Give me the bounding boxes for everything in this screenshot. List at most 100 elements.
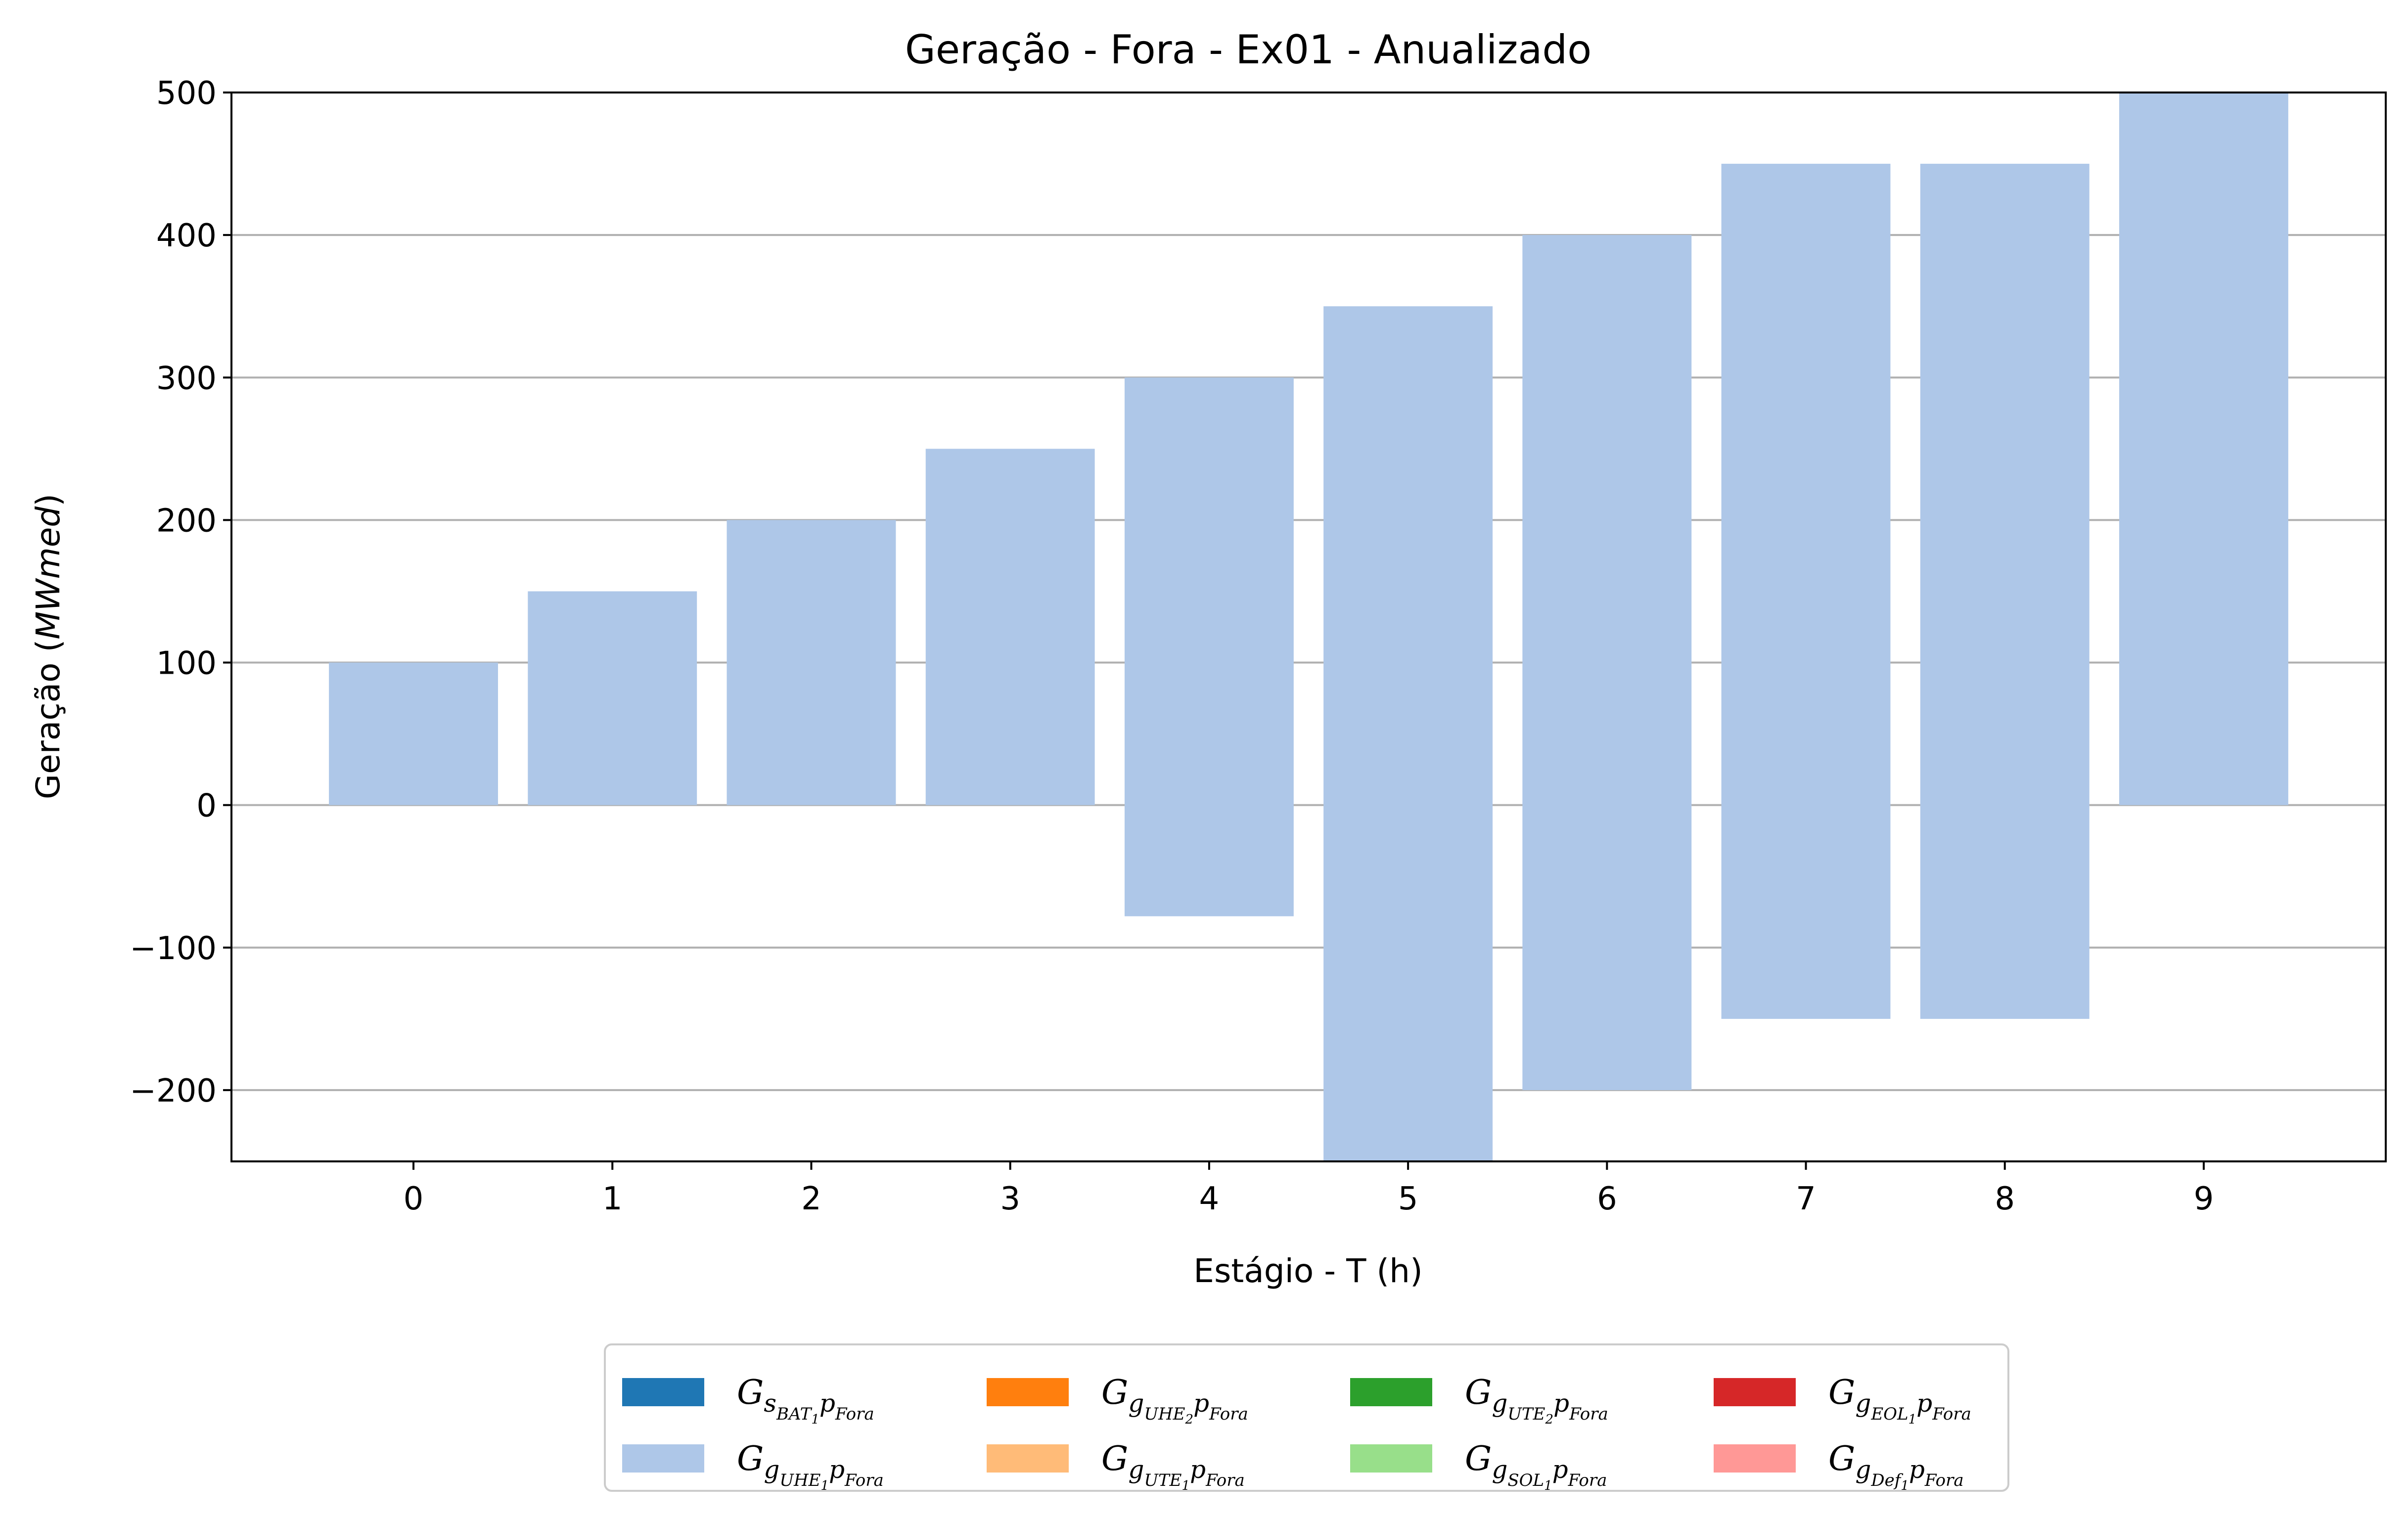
legend-label-part: g: [1128, 1389, 1144, 1418]
legend-label-part: Fora: [1932, 1404, 1971, 1424]
legend-swatch: [622, 1378, 704, 1406]
legend-label-part: Fora: [835, 1404, 874, 1424]
legend-label-part: p: [1553, 1389, 1569, 1418]
y-tick-label: 100: [156, 645, 217, 682]
legend-swatch: [987, 1378, 1069, 1406]
legend-label-part: 1: [1901, 1478, 1909, 1493]
legend-label: GgDef1pFora: [1828, 1439, 1964, 1493]
legend-label-part: Fora: [1569, 1404, 1608, 1424]
legend-label-part: 1: [820, 1478, 829, 1493]
legend-label-part: 1: [1544, 1478, 1552, 1493]
legend-label-part: Fora: [1205, 1471, 1245, 1490]
legend-entries: GsBAT1pForaGgUHE1pForaGgUHE2pForaGgUTE1p…: [622, 1373, 1971, 1493]
bar: [329, 662, 498, 805]
legend-label: GgUHE2pFora: [1101, 1373, 1248, 1427]
legend-label-part: 2: [1545, 1412, 1554, 1427]
legend-label: GgEOL1pFora: [1828, 1373, 1971, 1427]
legend-swatch: [1714, 1378, 1796, 1406]
plot-frame: [230, 92, 2387, 1162]
chart-title: Geração - Fora - Ex01 - Anualizado: [905, 27, 1591, 73]
legend-label-part: G: [1101, 1439, 1128, 1478]
legend-swatch: [622, 1444, 704, 1473]
legend-label-part: UHE: [779, 1471, 820, 1490]
legend-label-part: G: [1465, 1439, 1492, 1478]
y-tick-label: −200: [130, 1073, 217, 1109]
legend-label-part: g: [764, 1455, 779, 1484]
y-axis-title-close: ): [29, 494, 67, 507]
legend-swatch: [987, 1444, 1069, 1473]
bar: [1721, 164, 1891, 1019]
x-tick-label: 2: [801, 1181, 821, 1217]
legend-label-part: p: [1909, 1455, 1925, 1484]
legend-label-part: SOL: [1507, 1471, 1544, 1490]
x-tick-label: 8: [1995, 1181, 2015, 1217]
legend-label-part: g: [1855, 1389, 1871, 1418]
legend-label-part: g: [1855, 1455, 1871, 1484]
legend-label-part: G: [1101, 1373, 1128, 1412]
legend-swatch: [1714, 1444, 1796, 1473]
legend-label-part: p: [1552, 1455, 1568, 1484]
legend-label-part: Fora: [1568, 1471, 1607, 1490]
y-tick-label: −100: [130, 930, 217, 967]
legend-label-part: p: [1193, 1389, 1209, 1418]
y-axis-title: Geração (MWmed): [29, 494, 67, 799]
legend-label-part: UTE: [1507, 1404, 1545, 1424]
bar: [2119, 92, 2288, 805]
x-tick-label: 6: [1597, 1181, 1617, 1217]
legend-label-part: s: [764, 1389, 776, 1418]
legend-label-part: Def: [1870, 1471, 1903, 1490]
x-tick-label: 5: [1398, 1181, 1418, 1217]
x-tick-label: 1: [602, 1181, 623, 1217]
legend-label-part: UHE: [1144, 1404, 1185, 1424]
x-axis-title: Estágio - T (h): [1193, 1252, 1422, 1290]
legend-label-part: p: [1916, 1389, 1932, 1418]
bar: [1920, 164, 2090, 1019]
y-tick-label: 400: [156, 218, 217, 254]
bar: [1124, 377, 1294, 917]
bar: [1323, 306, 1493, 1162]
x-tick-label: 7: [1796, 1181, 1816, 1217]
legend-label: GgSOL1pFora: [1465, 1439, 1607, 1493]
legend-label-part: 2: [1184, 1412, 1193, 1427]
legend-label-part: p: [829, 1455, 845, 1484]
y-tick-label: 200: [156, 503, 217, 539]
legend-label: GsBAT1pFora: [737, 1373, 874, 1427]
bar: [925, 449, 1095, 805]
legend-frame: [604, 1343, 2009, 1492]
legend-swatch: [1350, 1444, 1432, 1473]
y-axis-title-text: Geração (: [29, 640, 67, 799]
legend-label-part: g: [1492, 1455, 1507, 1484]
bar: [528, 591, 697, 805]
legend-label-part: Fora: [844, 1471, 884, 1490]
legend-label: GgUTE1pFora: [1101, 1439, 1245, 1493]
legend-label: GgUHE1pFora: [737, 1439, 884, 1493]
legend-label-part: p: [1190, 1455, 1206, 1484]
x-tick-label: 0: [404, 1181, 424, 1217]
legend-label-part: 1: [811, 1412, 819, 1427]
bars: [329, 92, 2288, 1162]
x-tick-label: 9: [2194, 1181, 2214, 1217]
legend-label-part: Fora: [1209, 1404, 1248, 1424]
legend-label-part: g: [1492, 1389, 1507, 1418]
y-axis-ticks: −200 −100 0 100 200 300 400 500: [130, 75, 231, 1109]
legend-label-part: G: [1465, 1373, 1492, 1412]
legend-swatch: [1350, 1378, 1432, 1406]
y-tick-label: 0: [196, 788, 217, 825]
legend-label: GgUTE2pFora: [1465, 1373, 1608, 1427]
legend-label-part: Fora: [1924, 1471, 1964, 1490]
legend-label-part: G: [1828, 1373, 1855, 1412]
legend-label-part: G: [1828, 1439, 1855, 1478]
legend-label-part: 1: [1182, 1478, 1190, 1493]
legend-label-part: EOL: [1870, 1404, 1908, 1424]
legend-label-part: G: [737, 1439, 764, 1478]
x-axis-ticks: 0 1 2 3 4 5 6 7 8 9: [404, 1161, 2214, 1217]
y-axis-title-unit: MWmed: [29, 506, 67, 640]
bar: [727, 520, 896, 805]
bar: [1522, 235, 1692, 1090]
legend-label-part: UTE: [1144, 1471, 1181, 1490]
legend-label-part: g: [1128, 1455, 1144, 1484]
legend-label-part: 1: [1908, 1412, 1917, 1427]
x-tick-label: 3: [1000, 1181, 1020, 1217]
legend-label-part: G: [737, 1373, 764, 1412]
